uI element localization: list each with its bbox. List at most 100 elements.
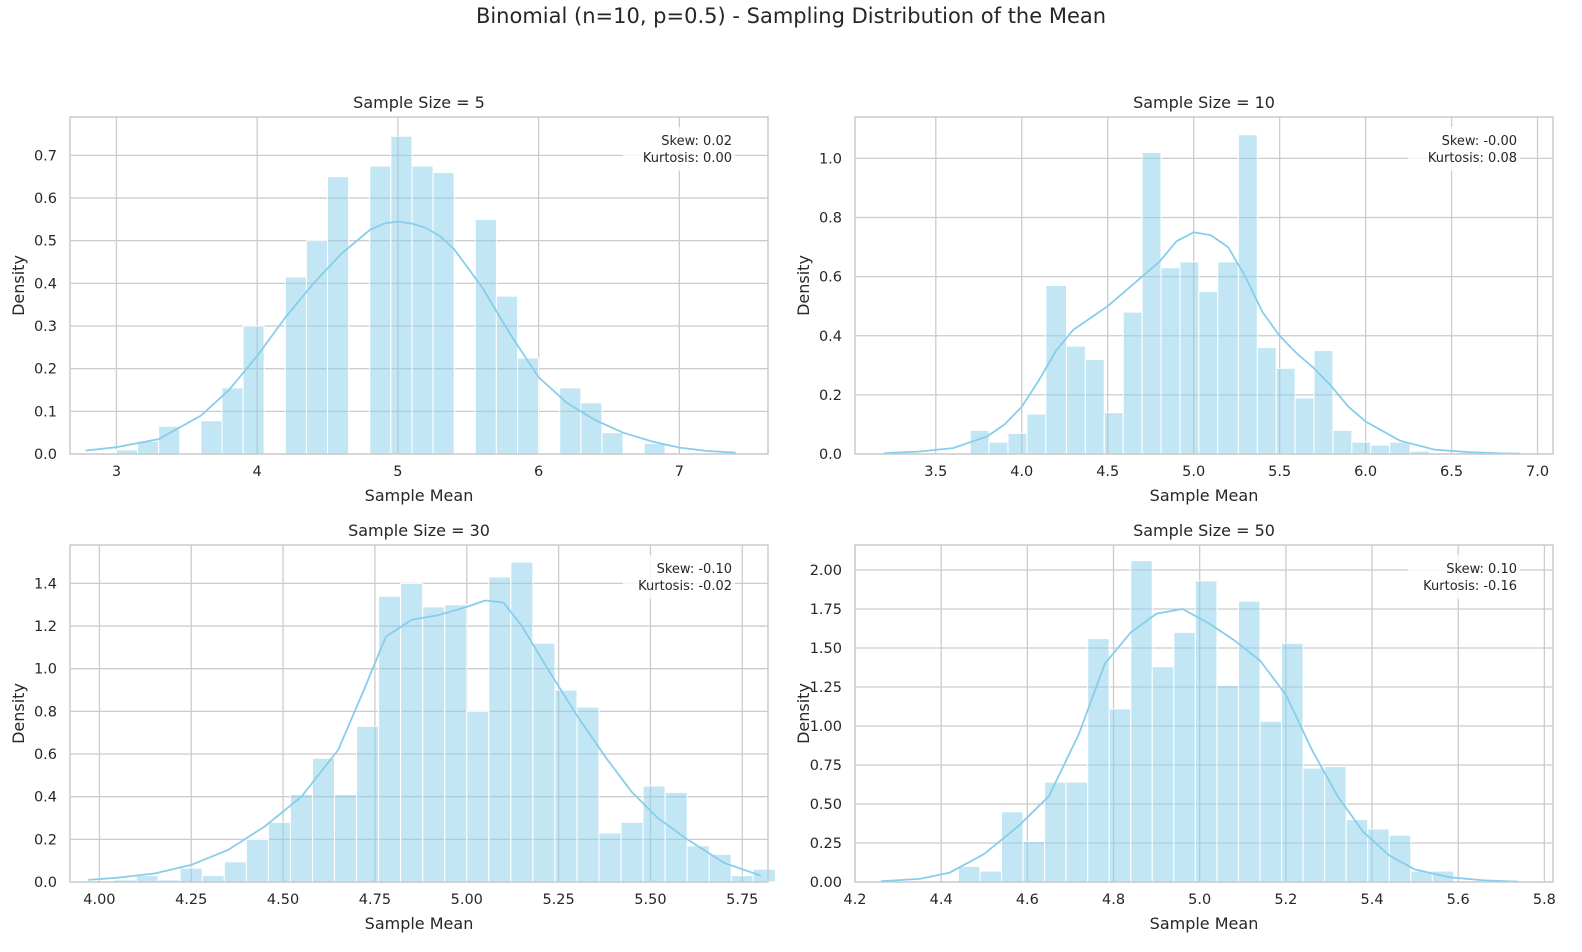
subplot-title: Sample Size = 10	[1133, 93, 1275, 112]
x-axis-label: Sample Mean	[1150, 914, 1259, 933]
x-tick-label: 5.75	[726, 892, 758, 908]
histogram-bar	[598, 832, 622, 883]
histogram-bar	[576, 706, 600, 883]
y-tick-label: 0.0	[34, 875, 57, 891]
x-tick-label: 5.4	[1361, 892, 1384, 908]
histogram-bar	[1217, 261, 1239, 455]
x-axis-label: Sample Mean	[1150, 486, 1259, 505]
histogram-bar	[311, 757, 336, 883]
histogram-bar	[1324, 766, 1347, 883]
histogram-bar	[1065, 345, 1086, 455]
histogram-bar	[495, 295, 519, 455]
histogram-bar	[1065, 781, 1089, 883]
histogram-bar	[1022, 840, 1046, 883]
histogram-bar	[1108, 708, 1132, 883]
histogram-bar	[1388, 834, 1412, 883]
kde-curve	[880, 608, 1519, 883]
histogram-bar	[158, 425, 181, 455]
histogram-bar	[1313, 350, 1334, 455]
histogram-bar	[474, 218, 497, 455]
x-tick-label: 4.2	[843, 892, 866, 908]
stats-box	[623, 555, 735, 599]
y-tick-label: 0.4	[819, 329, 842, 345]
histogram-bar	[327, 176, 350, 455]
y-tick-label: 0.00	[810, 875, 842, 891]
histogram-bar	[988, 441, 1009, 455]
histogram-bar	[242, 325, 265, 455]
histogram-bar	[1256, 347, 1277, 455]
x-tick-label: 5.00	[451, 892, 483, 908]
axes-frame	[854, 544, 1554, 883]
histogram-bar	[289, 794, 313, 883]
histogram-bar	[1007, 432, 1028, 455]
histogram-bar	[1198, 290, 1219, 455]
histogram-bar	[1351, 441, 1372, 455]
histogram-bar	[488, 576, 512, 883]
histogram-bar	[1294, 397, 1315, 455]
skew-stat: Skew: 0.02	[661, 134, 732, 149]
y-tick-label: 0.5	[34, 234, 57, 250]
histogram-bar	[422, 606, 446, 883]
axes-frame	[854, 116, 1554, 455]
histogram-bar	[1216, 684, 1239, 883]
histogram-bar	[400, 582, 424, 883]
subplot-sample-size-10: 3.5 4.0 4.5 5.0 5.5 6.0 6.5 7.0 0.0 0.2 0.4 0.6 0.8 1…	[794, 93, 1554, 505]
x-tick-label: 4.8	[1102, 892, 1125, 908]
histogram-bar	[1122, 311, 1143, 455]
histogram-bar	[1130, 560, 1153, 883]
histogram-bar	[752, 868, 776, 883]
y-tick-label: 0.2	[34, 362, 57, 378]
histogram-bar	[1026, 413, 1047, 455]
y-tick-label: 1.2	[34, 619, 57, 635]
y-tick-label: 0.4	[34, 790, 57, 806]
x-tick-label: 5.2	[1274, 892, 1297, 908]
histogram-bar	[356, 725, 380, 883]
x-tick-label: 5	[393, 464, 402, 480]
histogram-bar	[979, 870, 1002, 883]
y-tick-label: 1.50	[810, 641, 842, 657]
histogram-bar	[1345, 819, 1369, 883]
y-tick-label: 2.00	[810, 563, 842, 579]
y-tick-label: 1.0	[34, 662, 57, 678]
y-tick-label: 1.0	[819, 151, 842, 167]
histogram-bar	[642, 785, 666, 883]
histogram-bar	[601, 432, 624, 455]
kde-curve	[85, 220, 736, 454]
y-tick-label: 0.0	[819, 447, 842, 463]
histogram-bar	[559, 387, 582, 455]
subplot-title: Sample Size = 30	[348, 521, 490, 540]
x-tick-label: 4.75	[359, 892, 391, 908]
x-tick-label: 6.5	[1440, 464, 1463, 480]
x-tick-label: 5.50	[634, 892, 666, 908]
x-tick-label: 4.5	[1096, 464, 1119, 480]
y-axis-label: Density	[794, 683, 813, 744]
histogram-bar	[580, 402, 603, 455]
x-tick-label: 3.5	[924, 464, 947, 480]
x-tick-label: 5.0	[1182, 464, 1205, 480]
figure-title: Binomial (n=10, p=0.5) - Sampling Distri…	[475, 4, 1107, 28]
kde-curve	[884, 231, 1521, 455]
histogram-bar	[135, 875, 159, 883]
x-tick-label: 5.8	[1533, 892, 1556, 908]
skew-stat: Skew: -0.00	[1442, 134, 1517, 149]
y-tick-label: 1.75	[810, 602, 842, 618]
histogram-bar	[957, 865, 981, 883]
x-tick-label: 4.25	[175, 892, 207, 908]
x-tick-label: 5.25	[542, 892, 574, 908]
histogram-bar	[267, 821, 291, 883]
histogram-bar	[1087, 638, 1110, 883]
histogram-bar	[643, 442, 666, 455]
histogram-bar	[1179, 261, 1200, 455]
histogram-bar	[378, 595, 402, 883]
histogram-bar	[1281, 642, 1304, 883]
y-tick-label: 1.4	[34, 576, 57, 592]
y-tick-label: 0.2	[34, 832, 57, 848]
plot-area: 4.00 4.25 4.50 4.75 5.00 5.25 5.50 5.75 0.0 0.2 0.…	[9, 521, 776, 933]
kurtosis-stat: Kurtosis: 0.00	[643, 151, 732, 166]
stats-box	[1408, 127, 1520, 171]
histogram-bar	[201, 875, 225, 883]
x-tick-label: 4.0	[1010, 464, 1033, 480]
histogram-bar	[532, 642, 556, 883]
y-axis-label: Density	[9, 255, 28, 316]
kurtosis-stat: Kurtosis: -0.16	[1423, 579, 1517, 594]
